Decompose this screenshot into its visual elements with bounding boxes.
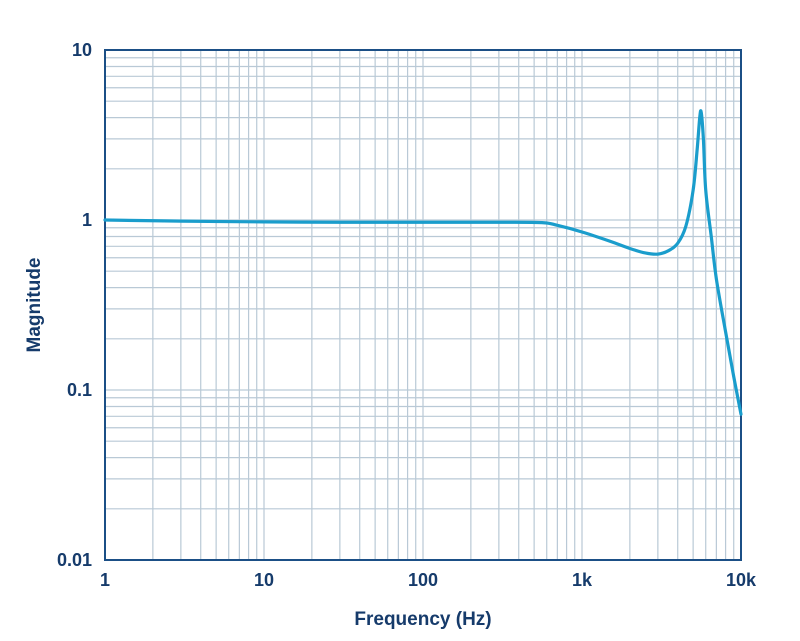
y-tick-label: 0.1 (67, 380, 92, 400)
x-tick-label: 10k (726, 570, 757, 590)
grid (105, 50, 741, 560)
magnitude-curve (103, 109, 743, 416)
y-axis-tick-labels: 0.01 0.1 1 10 (57, 40, 92, 570)
x-tick-label: 1 (100, 570, 110, 590)
x-axis-tick-labels: 1 10 100 1k 10k (100, 570, 757, 590)
x-tick-label: 10 (254, 570, 274, 590)
y-tick-label: 10 (72, 40, 92, 60)
x-axis-title: Frequency (Hz) (354, 609, 491, 630)
plot-area-border (104, 49, 742, 561)
x-tick-label: 100 (408, 570, 438, 590)
x-tick-label: 1k (572, 570, 593, 590)
y-axis-title: Magnitude (24, 258, 45, 353)
y-tick-label: 1 (82, 210, 92, 230)
y-tick-label: 0.01 (57, 550, 92, 570)
